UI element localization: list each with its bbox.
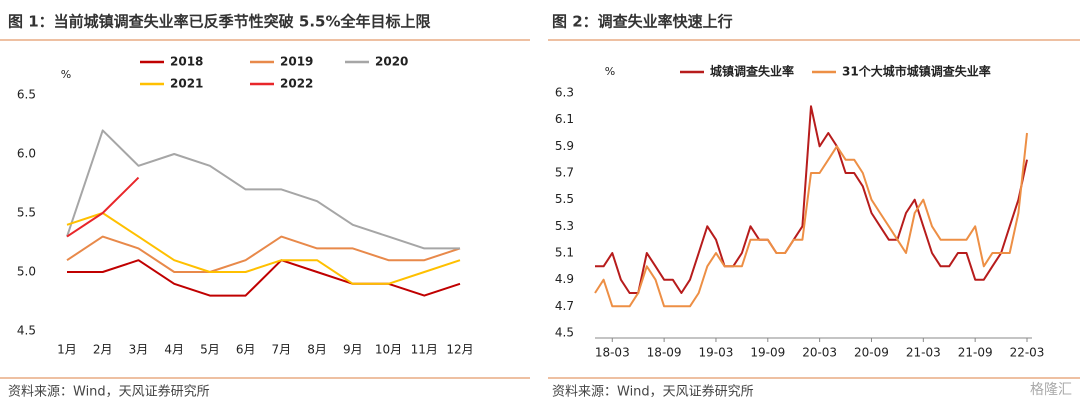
legend-label: 2019 (280, 55, 313, 69)
x-tick-label: 3月 (129, 343, 149, 357)
x-tick-label: 19-09 (750, 346, 785, 360)
x-tick-label: 21-03 (906, 346, 941, 360)
y-tick-label: 5.0 (17, 265, 36, 279)
x-tick-label: 10月 (375, 343, 402, 357)
y-tick-label: 4.5 (17, 324, 36, 338)
series-line (67, 259, 461, 297)
y-tick-label: 5.9 (555, 139, 574, 153)
y-tick-label: 6.3 (555, 86, 574, 100)
source: 资料来源：Wind，天风证券研究所 (552, 384, 754, 400)
chart-title: 图 1：当前城镇调查失业率已反季节性突破 5.5%全年目标上限 (8, 13, 431, 31)
x-tick-label: 11月 (411, 343, 438, 357)
x-tick-label: 6月 (236, 343, 256, 357)
series-line (66, 129, 460, 250)
watermark: 格隆汇 (1030, 382, 1072, 398)
x-tick-label: 18-03 (595, 346, 630, 360)
y-unit: % (61, 68, 71, 81)
y-tick-label: 6.0 (17, 147, 36, 161)
series-line (66, 176, 140, 238)
x-tick-label: 1月 (57, 343, 77, 357)
y-tick-label: 5.5 (17, 206, 36, 220)
series-line (595, 105, 1028, 294)
x-tick-label: 12月 (446, 343, 473, 357)
x-tick-label: 8月 (307, 343, 327, 357)
legend-label: 31个大城市城镇调查失业率 (842, 64, 991, 79)
x-tick-label: 7月 (272, 343, 292, 357)
y-tick-label: 4.5 (555, 326, 574, 340)
x-tick-label: 22-03 (1010, 346, 1045, 360)
series-line (66, 212, 461, 285)
y-tick-label: 4.7 (555, 299, 574, 313)
chart-title: 图 2：调查失业率快速上行 (552, 13, 733, 31)
legend-label: 2022 (280, 77, 313, 91)
y-tick-label: 5.3 (555, 219, 574, 233)
x-tick-label: 4月 (164, 343, 184, 357)
y-tick-label: 4.9 (555, 272, 574, 286)
x-tick-label: 21-09 (958, 346, 993, 360)
series-line (66, 235, 461, 273)
y-tick-label: 5.7 (555, 166, 574, 180)
source: 资料来源：Wind，天风证券研究所 (8, 384, 210, 400)
x-tick-label: 18-09 (647, 346, 682, 360)
y-tick-label: 5.5 (555, 192, 574, 206)
series-line (594, 132, 1028, 308)
y-tick-label: 6.5 (17, 88, 36, 102)
y-tick-label: 5.1 (555, 246, 574, 260)
legend-label: 2018 (170, 55, 203, 69)
legend-label: 2021 (170, 77, 203, 91)
legend-label: 2020 (375, 55, 408, 69)
legend-label: 城镇调查失业率 (710, 64, 794, 79)
x-tick-label: 9月 (343, 343, 363, 357)
y-tick-label: 6.1 (555, 112, 574, 126)
x-tick-label: 19-03 (699, 346, 734, 360)
x-tick-label: 20-03 (802, 346, 837, 360)
x-tick-label: 20-09 (854, 346, 889, 360)
x-tick-label: 5月 (200, 343, 220, 357)
y-unit: % (605, 65, 615, 78)
x-tick-label: 2月 (93, 343, 113, 357)
